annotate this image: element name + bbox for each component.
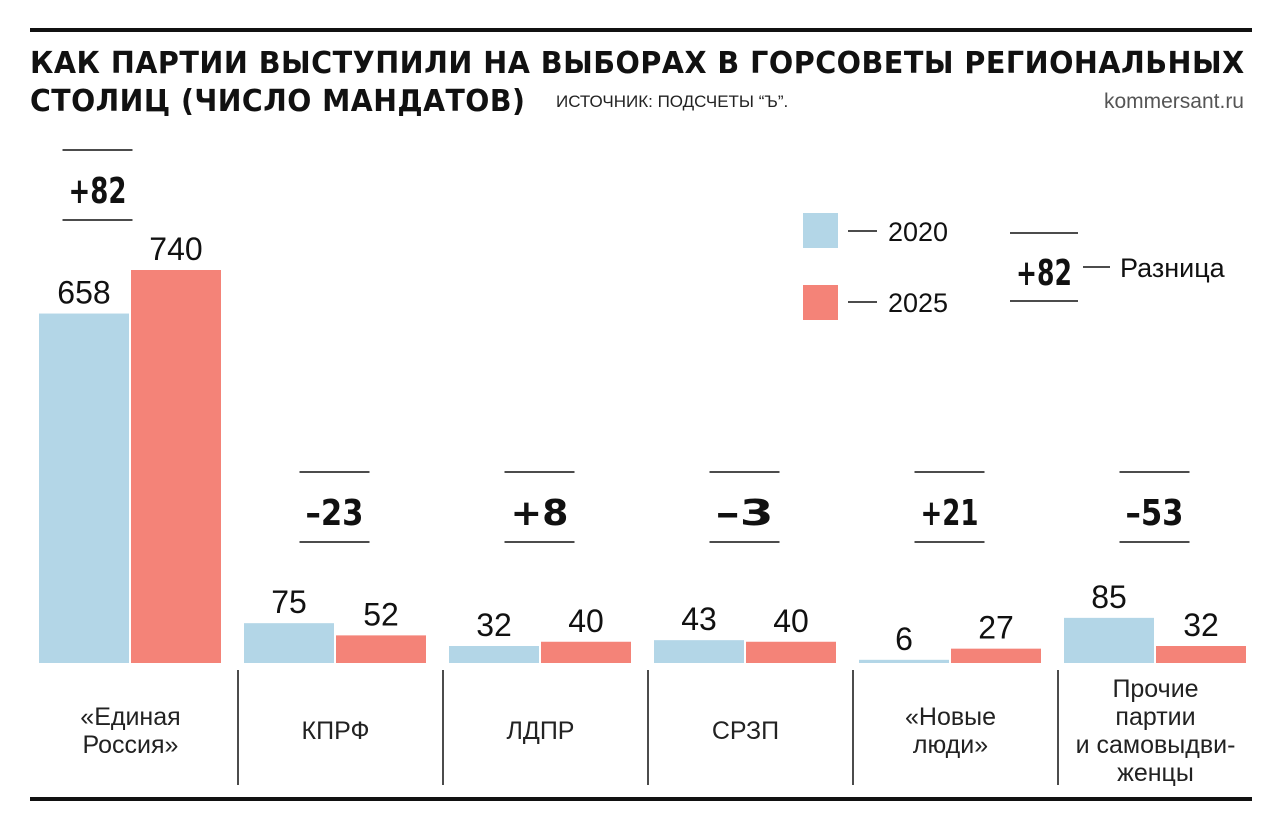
value-label-2025: 27 [978, 610, 1014, 646]
top-rule [30, 28, 1252, 32]
category-label-line: и самовыдви- [1076, 731, 1236, 759]
value-label-2020: 43 [681, 601, 717, 637]
legend-diff-sample: +82 [1016, 253, 1072, 294]
difference-label: +8 [511, 493, 569, 534]
value-label-2020: 32 [476, 607, 512, 643]
chart-title-line-2: СТОЛИЦ (ЧИСЛО МАНДАТОВ) [30, 84, 526, 119]
legend-label-2025: 2025 [888, 288, 948, 318]
bar-2025 [336, 635, 426, 663]
difference-label: –23 [306, 493, 364, 534]
category-label-line: «Новые [905, 703, 996, 731]
value-label-2025: 32 [1183, 607, 1219, 643]
difference-label: –53 [1126, 493, 1184, 534]
category-label-line: СРЗП [712, 717, 779, 745]
legend-diff-label: Разница [1120, 253, 1226, 283]
source-note: ИСТОЧНИК: ПОДСЧЕТЫ “Ъ”. [556, 92, 789, 111]
site-credit: kommersant.ru [1103, 90, 1244, 113]
category-label-line: люди» [913, 731, 988, 759]
value-label-2020: 6 [895, 621, 913, 657]
value-label-2025: 40 [773, 603, 809, 639]
category-label-line: партии [1115, 703, 1195, 731]
bar-2025 [131, 270, 221, 663]
category-label: «Новые люди» [905, 703, 996, 759]
category-label-line: «Единая [80, 703, 180, 731]
bar-2020 [859, 659, 949, 663]
category-label: «Единая Россия» [80, 703, 180, 759]
value-label-2025: 52 [363, 596, 399, 632]
category-label-line: ЛДПР [507, 717, 575, 745]
bar-2020 [244, 623, 334, 663]
value-label-2025: 40 [568, 603, 604, 639]
category-label: Прочие партии и самовыдви-женцы [1076, 675, 1236, 787]
category-label: КПРФ [302, 717, 370, 745]
bar-2020 [654, 640, 744, 663]
bar-2025 [1156, 646, 1246, 663]
difference-label: +82 [69, 171, 127, 212]
value-label-2020: 658 [57, 275, 110, 311]
difference-label: +21 [921, 493, 979, 534]
bar-2020 [449, 646, 539, 663]
bar-2020 [1064, 617, 1154, 663]
category-label-line: женцы [1117, 759, 1194, 787]
value-label-2025: 740 [149, 231, 202, 267]
bar-2020 [39, 313, 129, 663]
bar-2025 [951, 648, 1041, 663]
legend-swatch-2020 [803, 213, 838, 248]
category-label-line: КПРФ [302, 717, 370, 745]
bottom-rule [30, 797, 1252, 801]
difference-label: –3 [716, 493, 774, 534]
value-label-2020: 75 [271, 584, 307, 620]
category-label-line: Россия» [83, 731, 179, 759]
chart-title-line-1: КАК ПАРТИИ ВЫСТУПИЛИ НА ВЫБОРАХ В ГОРСОВ… [30, 46, 1245, 81]
category-label-line: Прочие [1112, 675, 1198, 703]
category-label: СРЗП [712, 717, 779, 745]
legend-label-2020: 2020 [888, 217, 948, 247]
bar-2025 [541, 641, 631, 663]
category-label: ЛДПР [507, 717, 575, 745]
value-label-2020: 85 [1091, 579, 1127, 615]
legend-swatch-2025 [803, 285, 838, 320]
bar-2025 [746, 641, 836, 663]
